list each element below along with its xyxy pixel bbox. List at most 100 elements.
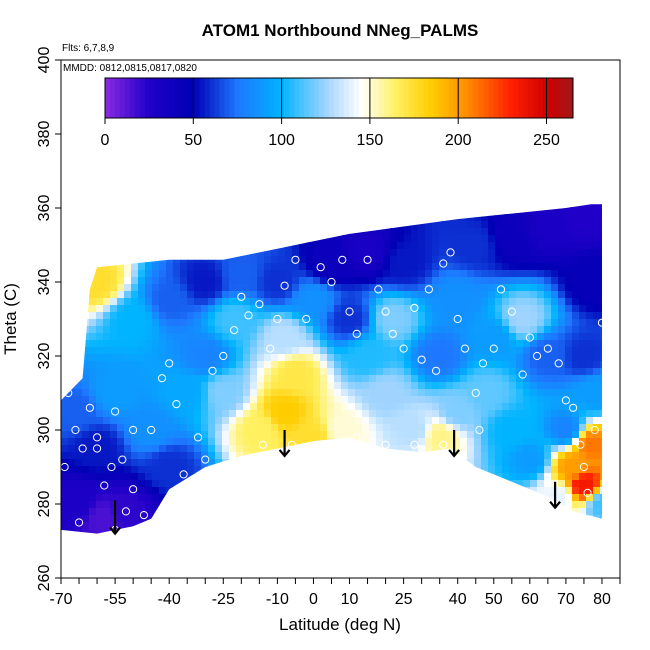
heatmap-cell <box>383 347 391 355</box>
heatmap-cell <box>523 571 531 579</box>
heatmap-cell <box>320 459 328 467</box>
heatmap-cell <box>516 172 524 180</box>
heatmap-cell <box>495 354 503 362</box>
heatmap-cell <box>257 347 265 355</box>
heatmap-cell <box>334 123 342 131</box>
heatmap-cell <box>229 291 237 299</box>
heatmap-cell <box>327 522 335 530</box>
heatmap-cell <box>271 214 279 222</box>
heatmap-cell <box>250 466 258 474</box>
heatmap-cell <box>299 445 307 453</box>
heatmap-cell <box>68 487 76 495</box>
heatmap-cell <box>299 410 307 418</box>
heatmap-cell <box>131 291 139 299</box>
heatmap-cell <box>467 459 475 467</box>
heatmap-cell <box>313 270 321 278</box>
heatmap-cell <box>509 571 517 579</box>
heatmap-cell <box>243 368 251 376</box>
heatmap-cell <box>222 333 230 341</box>
heatmap-cell <box>516 67 524 75</box>
heatmap-cell <box>82 256 90 264</box>
heatmap-cell <box>425 550 433 558</box>
heatmap-cell <box>516 186 524 194</box>
heatmap-cell <box>509 340 517 348</box>
heatmap-cell <box>68 214 76 222</box>
heatmap-cell <box>502 375 510 383</box>
heatmap-cell <box>502 438 510 446</box>
heatmap-cell <box>222 424 230 432</box>
heatmap-cell <box>530 277 538 285</box>
heatmap-cell <box>89 382 97 390</box>
heatmap-cell <box>453 228 461 236</box>
heatmap-cell <box>110 193 118 201</box>
heatmap-cell <box>327 410 335 418</box>
heatmap-cell <box>523 333 531 341</box>
heatmap-cell <box>530 179 538 187</box>
heatmap-cell <box>243 452 251 460</box>
heatmap-cell <box>208 340 216 348</box>
heatmap-cell <box>229 515 237 523</box>
heatmap-cell <box>376 480 384 488</box>
heatmap-cell <box>145 144 153 152</box>
heatmap-cell <box>166 186 174 194</box>
heatmap-cell <box>61 473 69 481</box>
heatmap-cell <box>292 186 300 194</box>
heatmap-cell <box>292 67 300 75</box>
heatmap-cell <box>530 263 538 271</box>
heatmap-cell <box>418 375 426 383</box>
heatmap-cell <box>257 501 265 509</box>
heatmap-cell <box>222 522 230 530</box>
heatmap-cell <box>138 431 146 439</box>
heatmap-cell <box>488 235 496 243</box>
heatmap-cell <box>495 550 503 558</box>
heatmap-cell <box>124 298 132 306</box>
heatmap-cell <box>334 312 342 320</box>
heatmap-cell <box>222 354 230 362</box>
heatmap-cell <box>180 410 188 418</box>
heatmap-cell <box>145 214 153 222</box>
heatmap-cell <box>159 130 167 138</box>
heatmap-cell <box>292 270 300 278</box>
heatmap-cell <box>159 515 167 523</box>
heatmap-cell <box>215 263 223 271</box>
heatmap-cell <box>278 305 286 313</box>
heatmap-cell <box>271 564 279 572</box>
heatmap-cell <box>516 396 524 404</box>
heatmap-cell <box>390 459 398 467</box>
heatmap-cell <box>208 396 216 404</box>
heatmap-cell <box>376 354 384 362</box>
heatmap-cell <box>243 375 251 383</box>
heatmap-cell <box>229 410 237 418</box>
heatmap-cell <box>243 529 251 534</box>
heatmap-cell <box>159 221 167 229</box>
heatmap-cell <box>75 305 83 313</box>
heatmap-cell <box>299 508 307 516</box>
heatmap-cell <box>187 270 195 278</box>
heatmap-cell <box>229 67 237 75</box>
heatmap-cell <box>320 235 328 243</box>
heatmap-cell <box>502 207 510 215</box>
heatmap-cell <box>495 186 503 194</box>
heatmap-cell <box>397 172 405 180</box>
heatmap-cell <box>201 242 209 250</box>
heatmap-cell <box>516 340 524 348</box>
heatmap-cell <box>495 571 503 579</box>
heatmap-cell <box>96 389 104 397</box>
heatmap-cell <box>467 340 475 348</box>
heatmap-cell <box>516 361 524 369</box>
heatmap-cell <box>208 249 216 257</box>
heatmap-cell <box>404 319 412 327</box>
heatmap-cell <box>348 186 356 194</box>
heatmap-cell <box>334 291 342 299</box>
heatmap-cell <box>390 256 398 264</box>
heatmap-cell <box>481 550 489 558</box>
heatmap-cell <box>299 151 307 159</box>
heatmap-cell <box>292 123 300 131</box>
heatmap-cell <box>404 326 412 334</box>
heatmap-cell <box>257 515 265 523</box>
heatmap-cell <box>502 235 510 243</box>
heatmap-cell <box>474 354 482 362</box>
heatmap-cell <box>369 221 377 229</box>
heatmap-cell <box>523 305 531 313</box>
heatmap-cell <box>103 277 111 285</box>
